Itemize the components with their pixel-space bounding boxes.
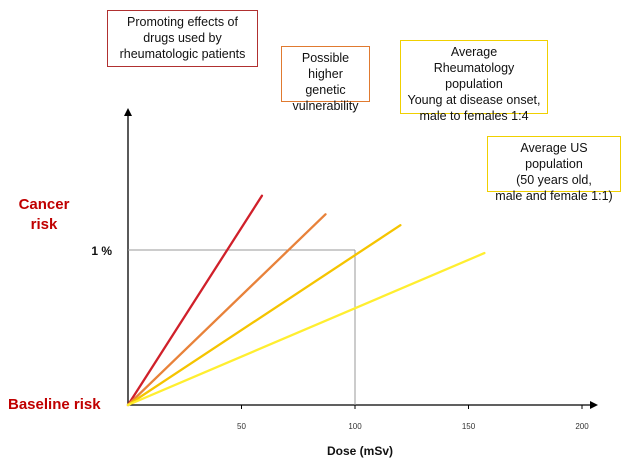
legend-line: Average US population bbox=[520, 141, 588, 171]
legend-line: rheumatologic patients bbox=[119, 47, 246, 61]
legend-line: male to females 1:4 bbox=[419, 109, 529, 123]
y-axis-label-line: Cancer bbox=[18, 196, 70, 213]
legend-line: Average bbox=[450, 45, 498, 59]
y-axis-arrow bbox=[124, 108, 132, 116]
y-axis-label: Cancer risk bbox=[12, 195, 76, 235]
legend-box-rheumatology-population: Average Rheumatology population Young at… bbox=[400, 40, 548, 123]
x-tick-label: 100 bbox=[348, 422, 362, 431]
x-axis-arrow bbox=[590, 401, 598, 409]
legend-line: (50 years old, bbox=[516, 173, 592, 187]
legend-line: Rheumatology population bbox=[433, 61, 515, 91]
series-line-3 bbox=[126, 224, 402, 407]
x-tick-label: 150 bbox=[462, 422, 476, 431]
legend-line: Young at disease onset, bbox=[407, 93, 541, 107]
y-axis-label-line: risk bbox=[30, 216, 58, 233]
legend-box-us-population: Average US population (50 years old, mal… bbox=[487, 136, 621, 203]
reference-lines bbox=[128, 249, 356, 405]
x-axis-label: Dose (mSv) bbox=[327, 444, 393, 458]
x-ticks: 50 100 150 200 bbox=[237, 405, 589, 431]
legend-line: drugs used by bbox=[143, 31, 222, 45]
legend-box-drug-effects: Promoting effects of drugs used by rheum… bbox=[107, 10, 258, 67]
x-tick-label: 200 bbox=[575, 422, 589, 431]
legend-line: Promoting effects of bbox=[127, 15, 238, 29]
legend-box-genetic-vulnerability: Possible higher genetic vulnerability bbox=[281, 46, 370, 113]
legend-line: Possible higher bbox=[301, 51, 350, 81]
legend-line: male and female 1:1) bbox=[495, 189, 613, 203]
series-line-4 bbox=[126, 251, 486, 407]
series-line-1 bbox=[126, 194, 264, 407]
baseline-risk-label: Baseline risk bbox=[8, 396, 101, 413]
x-tick-label: 50 bbox=[237, 422, 246, 431]
series-lines bbox=[126, 194, 486, 407]
legend-line: vulnerability bbox=[292, 99, 359, 113]
one-percent-label: 1 % bbox=[91, 244, 112, 258]
series-line-2 bbox=[126, 213, 327, 407]
legend-line: genetic bbox=[305, 83, 346, 97]
